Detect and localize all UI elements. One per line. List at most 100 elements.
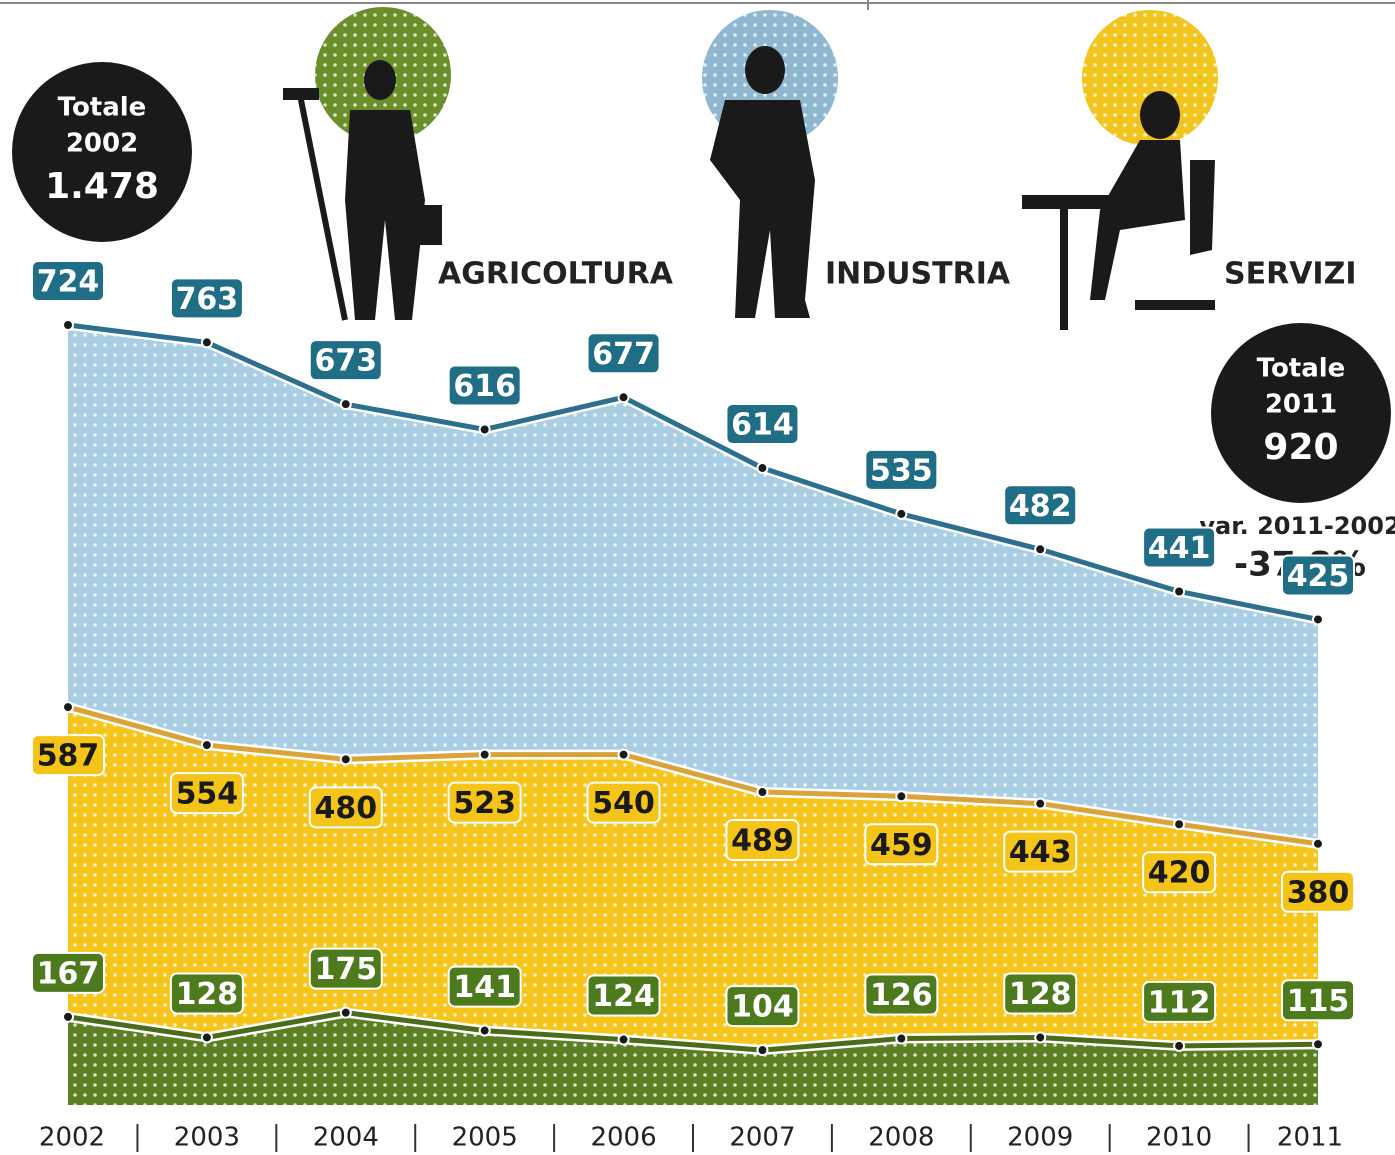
value-label-box: [31, 951, 105, 994]
x-tick-label: 2008: [868, 1123, 934, 1153]
value-label-text: 480: [314, 791, 377, 826]
point: [62, 1010, 74, 1023]
value-label-text: 128: [176, 977, 239, 1012]
value-label-text: 724: [37, 265, 100, 300]
value-label-text: 443: [1009, 835, 1072, 870]
total-value: 920: [1263, 427, 1338, 468]
area-dots: [68, 325, 1318, 844]
point: [200, 1031, 213, 1044]
value-label-box: [1142, 526, 1217, 569]
value-label-box: [586, 974, 661, 1017]
value-label-text: 175: [314, 952, 377, 987]
total-label: Totale: [58, 93, 147, 123]
total-value: 1.478: [45, 166, 159, 207]
value-label: 459: [864, 823, 939, 866]
value-label: 535: [864, 448, 939, 491]
x-tick-label: 2004: [313, 1123, 379, 1153]
total-2002: Totale 2002 1.478: [12, 62, 192, 242]
point: [756, 462, 769, 475]
value-label: 614: [725, 403, 800, 446]
value-label: 443: [1003, 830, 1078, 873]
value-label-text: 124: [592, 979, 655, 1014]
value-label: 677: [586, 332, 661, 375]
value-label-box: [1281, 870, 1355, 913]
value-label-box: [586, 781, 661, 824]
value-label: 126: [864, 973, 939, 1016]
point: [1312, 613, 1324, 626]
value-label: 425: [1281, 554, 1355, 597]
value-label: 112: [1142, 980, 1217, 1023]
value-label: 167: [31, 951, 105, 994]
x-tick-label: 2007: [729, 1123, 795, 1153]
legend-label: SERVIZI: [1224, 257, 1357, 292]
value-label: 141: [447, 965, 522, 1008]
x-tick-label: 2005: [452, 1123, 518, 1153]
point: [339, 753, 352, 766]
value-label-box: [308, 947, 383, 990]
value-label: 175: [308, 947, 383, 990]
icon-agricoltura: [283, 7, 451, 321]
total-2011: Totale 2011 920: [1211, 323, 1391, 503]
value-label-box: [308, 786, 383, 829]
value-label-text: 523: [453, 786, 516, 821]
x-tick-label: 2011: [1277, 1123, 1343, 1153]
point: [895, 1032, 908, 1045]
value-label: 104: [725, 985, 800, 1028]
value-label: 124: [586, 974, 661, 1017]
value-label: 489: [725, 819, 800, 862]
value-label: 482: [1003, 484, 1078, 527]
x-tick-label: 2002: [39, 1123, 105, 1153]
line: [67, 322, 1319, 622]
value-label-text: 380: [1287, 875, 1350, 910]
point: [62, 319, 74, 331]
value-label: 724: [31, 260, 105, 302]
value-label-text: 459: [870, 828, 933, 863]
value-label-text: 482: [1009, 489, 1072, 524]
total-label: Totale: [1257, 354, 1346, 384]
value-label-box: [1003, 484, 1078, 527]
value-label: 616: [447, 364, 522, 407]
line: [67, 704, 1319, 847]
value-label-text: 104: [731, 990, 794, 1025]
point: [756, 1044, 769, 1057]
value-label: 673: [308, 339, 383, 382]
value-label: 763: [169, 277, 244, 320]
value-label-box: [725, 985, 800, 1028]
value-label-box: [1003, 830, 1078, 873]
point: [62, 701, 74, 714]
legend-label: AGRICOLTURA: [438, 257, 674, 292]
point: [1312, 837, 1324, 850]
value-label: 115: [1281, 979, 1355, 1022]
value-label-text: 489: [731, 824, 794, 859]
value-label-text: 141: [453, 970, 516, 1005]
point: [617, 1033, 630, 1046]
icon-servizi: [1022, 10, 1218, 330]
value-label: 420: [1142, 851, 1217, 894]
value-label-text: 126: [870, 978, 933, 1013]
plot: 167 128 175 141 124 104 126 128 112 115 587 554 480 5…: [31, 257, 1357, 1153]
point: [1173, 818, 1186, 831]
value-label-text: 673: [314, 344, 377, 379]
value-label-text: 420: [1148, 856, 1211, 891]
value-label-text: 540: [592, 786, 655, 821]
value-label-box: [308, 339, 383, 382]
legend-label: INDUSTRIA: [825, 257, 1011, 292]
value-label-text: 677: [592, 337, 655, 372]
change-label: var. 2011-2002: [1199, 512, 1395, 540]
point: [339, 398, 352, 411]
value-label-box: [1003, 972, 1078, 1015]
point: [1034, 797, 1047, 810]
value-label-text: 167: [37, 956, 100, 991]
value-label-box: [169, 772, 244, 815]
point: [200, 739, 213, 752]
value-label: 380: [1281, 870, 1355, 913]
total-year: 2002: [66, 129, 138, 159]
point: [478, 423, 491, 436]
value-label: 128: [1003, 972, 1078, 1015]
point: [1034, 1031, 1047, 1044]
point: [617, 391, 630, 404]
value-label-box: [1142, 851, 1217, 894]
value-label-text: 614: [731, 408, 794, 443]
value-label-box: [447, 364, 522, 407]
